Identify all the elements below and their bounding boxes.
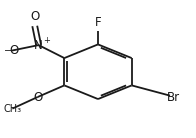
Text: O: O [33,91,42,104]
Text: −: − [4,46,12,56]
Text: +: + [43,36,50,46]
Text: Br: Br [167,91,180,104]
Text: F: F [95,16,101,29]
Text: O: O [30,10,39,22]
Text: N: N [34,39,43,52]
Text: O: O [10,44,19,57]
Text: CH₃: CH₃ [3,104,21,114]
